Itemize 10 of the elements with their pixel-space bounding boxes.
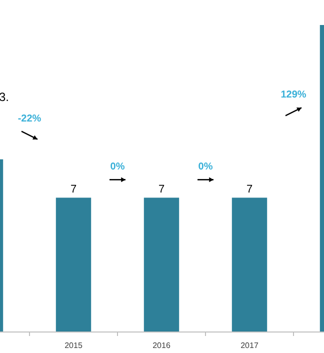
annotation: -22% <box>18 113 42 124</box>
annotation: 0% <box>110 162 125 173</box>
annotation: 0% <box>198 162 213 173</box>
data-label: 7 <box>70 184 77 196</box>
data-label: 7 <box>246 184 253 196</box>
data-label: 7 <box>158 184 165 196</box>
annotation: 129% <box>280 90 306 101</box>
x-tick-label: 2016 <box>152 341 171 350</box>
x-tick-label: 2015 <box>64 341 83 350</box>
x-tick-label: 2017 <box>240 341 259 350</box>
